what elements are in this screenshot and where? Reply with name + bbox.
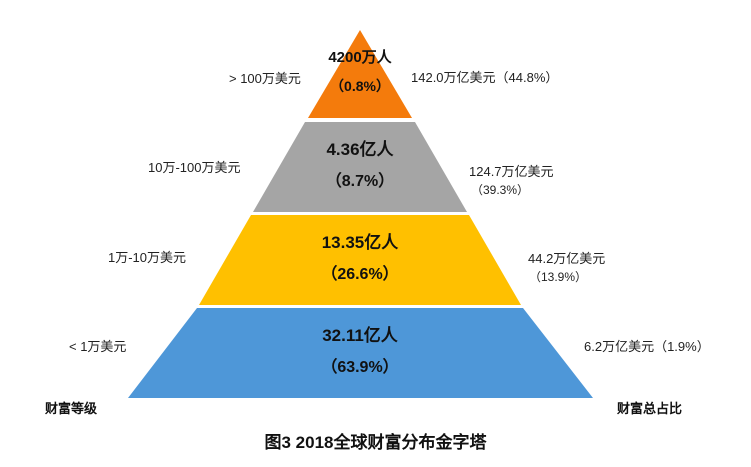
tier-1-band <box>308 30 412 118</box>
tier-3-people: 13.35亿人 （26.6%） <box>280 232 440 286</box>
tier-3-people-count: 13.35亿人 <box>321 233 399 252</box>
tier-2-wealth-amount: 124.7万亿美元 <box>469 164 554 179</box>
tier-2-people-count: 4.36亿人 <box>326 140 394 159</box>
tier-3-wealth-share: （13.9%） <box>529 270 588 284</box>
figure-title: 图3 2018全球财富分布金字塔 <box>264 433 487 452</box>
axis-label-wealth-level: 财富等级 <box>45 401 98 416</box>
tier-2-people: 4.36亿人 （8.7%） <box>290 139 430 193</box>
tier-4-wealth-share: 6.2万亿美元（1.9%） <box>584 339 710 354</box>
tier-1-people: 4200万人 （0.8%） <box>300 48 420 96</box>
tier-4-people-share: （63.9%） <box>321 359 399 376</box>
tier-1-people-count: 4200万人 <box>328 49 392 66</box>
tier-4-people: 32.11亿人 （63.9%） <box>280 325 440 379</box>
tier-3-band <box>199 215 521 305</box>
axis-label-wealth-share: 财富总占比 <box>617 401 683 416</box>
tier-2-wealth-level: 10万-100万美元 <box>148 160 241 175</box>
tier-1-wealth-share: 142.0万亿美元（44.8%） <box>411 70 559 85</box>
tier-2-people-share: （8.7%） <box>325 173 395 190</box>
tier-2-band <box>253 122 467 212</box>
tier-1-wealth-level: > 100万美元 <box>229 71 301 86</box>
tier-2-wealth-share: （39.3%） <box>471 183 530 197</box>
tier-4-people-count: 32.11亿人 <box>322 326 398 345</box>
tier-3-people-share: （26.6%） <box>321 266 399 283</box>
tier-3-wealth-amount: 44.2万亿美元 <box>528 251 606 266</box>
tier-1-people-share: （0.8%） <box>330 78 390 94</box>
tier-4-band <box>128 308 593 398</box>
tier-3-wealth-level: 1万-10万美元 <box>108 250 187 265</box>
tier-4-wealth-level: < 1万美元 <box>69 339 127 354</box>
